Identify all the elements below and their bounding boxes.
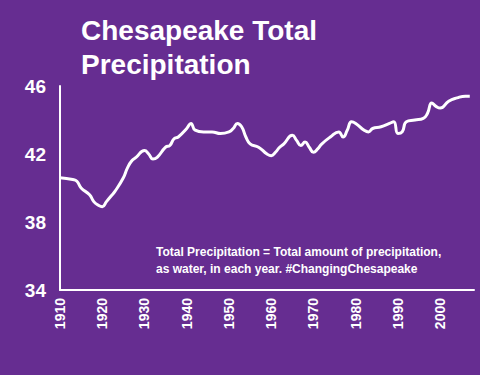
svg-text:2000: 2000 — [432, 298, 448, 329]
svg-text:38: 38 — [25, 212, 46, 233]
svg-text:1990: 1990 — [390, 298, 406, 329]
svg-text:1930: 1930 — [136, 298, 152, 329]
svg-text:Chesapeake Total: Chesapeake Total — [81, 15, 317, 46]
svg-text:as water, in each year. #Chang: as water, in each year. #ChangingChesape… — [156, 262, 418, 276]
svg-text:1920: 1920 — [94, 298, 110, 329]
svg-text:46: 46 — [25, 76, 46, 97]
svg-text:1910: 1910 — [52, 298, 68, 329]
svg-text:1980: 1980 — [348, 298, 364, 329]
svg-text:Total Precipitation = Total am: Total Precipitation = Total amount of pr… — [156, 245, 441, 259]
svg-text:1960: 1960 — [263, 298, 279, 329]
svg-text:1970: 1970 — [305, 298, 321, 329]
svg-text:1940: 1940 — [179, 298, 195, 329]
svg-text:42: 42 — [25, 144, 46, 165]
svg-text:1950: 1950 — [221, 298, 237, 329]
svg-text:34: 34 — [25, 280, 47, 301]
svg-text:Precipitation: Precipitation — [81, 49, 251, 80]
